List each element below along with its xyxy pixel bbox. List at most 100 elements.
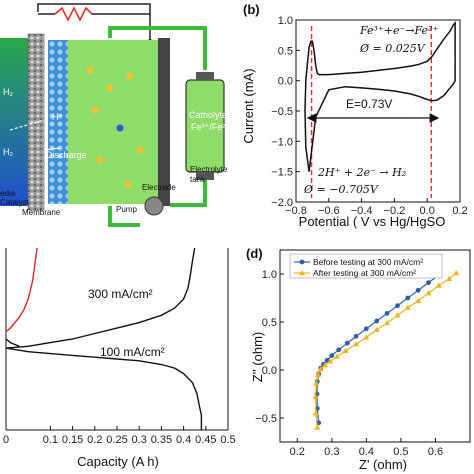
panel-b-label: (b) [243,2,260,17]
panel-c-xtick-label: 0.3 [132,434,147,446]
panel-d-point-before [336,347,342,353]
pipe-return [170,170,207,207]
pump-label: Pump [116,205,137,214]
ion-icon [96,156,104,164]
panel-d-point-before [329,353,335,358]
panel-b-xtick-label: 0.0 [420,205,435,217]
legend-label: After testing at 300 mA/cm² [313,268,416,278]
panel-b-xtick-label: 0.2 [452,205,467,217]
electrolyte-chamber [68,40,158,204]
label-300: 300 mA/cm² [88,287,153,301]
panel-b-xtick-label: −0.6 [318,205,340,217]
panel-c-xtick-label: 0.15 [62,434,83,446]
h-plus-label: H⁺ [52,112,63,122]
panel-d-xtick-label: 0.6 [428,446,443,458]
panel-b-ytick-label: 0.0 [278,76,293,88]
electrolyte-tank-label-2: tank [190,175,206,184]
flow-battery-schematic: e H₂ H₂ H⁺ Discharge Pump [0,3,230,227]
panel-d-point-after [425,290,432,296]
panel-d-point-after [435,282,442,288]
ion-icon [116,124,124,132]
catholyte-species: Fe³⁺/Fe²⁺ [191,122,230,132]
panel-d-point-after [373,326,380,332]
ion-icon [124,181,132,189]
panel-b-ytick-label: −1.5 [271,167,293,179]
panel-d-xlabel: Z' (ohm) [359,457,407,472]
legend-box [289,253,443,279]
panel-d-point-after [312,393,319,400]
panel-d-point-after [342,347,349,353]
h-reaction-annotation: 2H⁺ + 2e⁻ → H₂ [317,166,406,179]
panel-d-series-line [316,274,440,423]
fe-reaction-annotation: Fe³⁺+e⁻→Fe²⁺ [359,24,438,37]
panel-d-ytick-label: −0.5 [255,413,277,425]
discharge-arrow-icon [43,147,61,151]
panel-b-ytick-label: 0.5 [278,45,293,57]
panel-d-ylabel: Z'' (ohm) [250,332,265,382]
panel-b-xlabel: Potential ( V vs Hg/HgSO [299,214,446,229]
media-label: edia [0,189,16,198]
panel-d-point-after [394,312,401,318]
panel-b-xtick-label: −0.4 [351,205,373,217]
panel-d-point-after [404,304,411,310]
ion-icon [86,66,94,74]
legend-marker [299,270,305,276]
panel-d-point-after [314,424,321,430]
panel-b-ylabel: Current (mA) [241,68,256,143]
panel-c-xtick-label: 0 [3,434,9,446]
legend-label: Before testing at 300 mA/cm² [313,257,423,267]
panel-b-xtick-label: −0.8 [285,205,307,217]
label-100: 100 mA/cm² [100,345,165,359]
electrode-plate [158,38,170,206]
panel-d-label: (d) [246,246,263,261]
panel-c-xtick-label: 0.2 [87,434,102,446]
panel-d-point-after [313,380,320,386]
panel-d-xtick-label: 0.4 [359,446,374,458]
delta-e-annotation: E=0.73V [346,97,392,111]
panel-b-cv-curve [304,21,456,172]
panel-d-point-before [426,280,431,286]
panel-d-point-before [363,326,369,332]
panel-d-ytick-label: 0.0 [262,365,277,377]
ion-icon [136,146,144,154]
h-potential-annotation: Ø = −0.705V [303,183,379,196]
catalyst-label: Catalyst [0,198,30,207]
panel-d-point-after [315,371,321,377]
fe-potential-annotation: Ø = 0.025V [359,42,426,55]
ion-icon [91,106,99,114]
panel-d-point-before [384,310,390,316]
pipe-top [108,26,207,70]
legend-marker [299,259,305,265]
panel-c-curve [5,247,196,349]
panel-c-xtick-label: 0.45 [195,434,216,446]
panel-b-ytick-label: 1.0 [278,15,293,27]
panel-d-point-after [453,270,460,276]
panel-d-point-after [415,297,422,304]
gas-chamber [0,38,28,206]
panel-d-point-after [327,358,334,364]
panel-d-xtick-label: 0.3 [324,446,339,458]
panel-d-ytick-label: 0.5 [262,317,277,329]
ion-icon [126,72,134,80]
panel-d-point-before [405,295,411,301]
panel-c-curve [5,347,203,430]
panel-c-curve [5,247,38,333]
panel-d-point-after [384,319,391,326]
resistor-zigzag [54,6,93,22]
ion-icon [106,84,114,92]
panel-d-point-before [415,287,421,293]
membrane-label: Membrane [22,208,61,217]
panel-c-xtick-label: 0.25 [106,434,127,446]
panel-d-point-after [321,362,328,368]
electrolyte-tank-label-1: Electrolyte [190,165,228,174]
panel-d-point-after [353,341,359,347]
panel-d-xtick-label: 0.5 [393,446,408,458]
h2-bottom-label: H₂ [3,147,13,157]
panel-d-point-before [374,318,380,324]
panel-b-xtick-label: −0.2 [384,205,406,217]
h2-top-label: H₂ [3,87,13,97]
panel-b-ytick-label: −2.0 [271,197,293,209]
panel-b-cv-plot: (b) Current (mA) Potential ( V vs Hg/HgS… [241,2,468,229]
